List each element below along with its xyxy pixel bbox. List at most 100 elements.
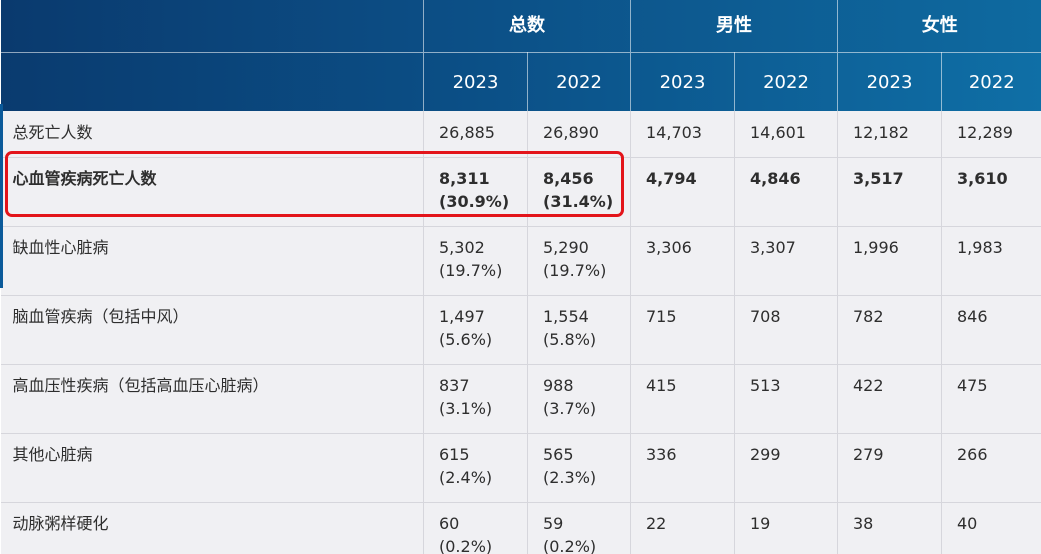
cell-value: 715 xyxy=(646,307,677,326)
data-cell: 615 (2.4%) xyxy=(423,433,528,503)
data-cell: 3,306 xyxy=(630,226,735,296)
cell-value: 415 xyxy=(646,376,677,395)
row-label: 总死亡人数 xyxy=(0,111,424,158)
cell-value: 60 xyxy=(439,514,460,533)
cell-value: 1,996 xyxy=(853,238,899,257)
data-cell: 4,794 xyxy=(630,157,735,227)
data-cell: 266 xyxy=(941,433,1041,503)
cell-value: 3,610 xyxy=(957,169,1008,188)
cell-value: 837 xyxy=(439,376,470,395)
table-row: 缺血性心脏病 5,302 (19.7%) 5,290 (19.7%) 3,306 3,307… xyxy=(0,226,1041,296)
row-label: 动脉粥样硬化 xyxy=(0,502,424,554)
data-cell: 60 (0.2%) xyxy=(423,502,528,554)
cell-percentage: (2.3%) xyxy=(543,468,597,487)
table-row: 动脉粥样硬化 60 (0.2%) 59 (0.2%) 22 19 38 40 xyxy=(0,502,1041,554)
table-row: 高血压性疾病（包括高血压心脏病） 837 (3.1%) 988 (3.7%) 415 513… xyxy=(0,364,1041,434)
cell-value: 846 xyxy=(957,307,988,326)
header-group-row: 总数 男性 女性 xyxy=(0,0,1041,53)
cell-value: 4,846 xyxy=(750,169,801,188)
data-cell: 40 xyxy=(941,502,1041,554)
data-cell: 837 (3.1%) xyxy=(423,364,528,434)
row-label: 其他心脏病 xyxy=(0,433,424,503)
data-cell: 26,890 xyxy=(527,111,631,158)
table-header: 总数 男性 女性 2023 2022 2023 2022 2023 2022 xyxy=(0,0,1041,111)
data-cell: 299 xyxy=(734,433,838,503)
cell-value: 1,554 xyxy=(543,307,589,326)
data-cell: 782 xyxy=(837,295,942,365)
cell-value: 8,456 xyxy=(543,169,594,188)
row-label: 高血压性疾病（包括高血压心脏病） xyxy=(0,364,424,434)
cell-value: 5,302 xyxy=(439,238,485,257)
header-group-female: 女性 xyxy=(837,0,1041,53)
header-year: 2023 xyxy=(837,52,942,111)
data-cell: 14,703 xyxy=(630,111,735,158)
cell-percentage: (5.6%) xyxy=(439,330,493,349)
cell-percentage: (0.2%) xyxy=(439,537,493,554)
data-cell: 422 xyxy=(837,364,942,434)
data-cell: 8,456 (31.4%) xyxy=(527,157,631,227)
cell-value: 708 xyxy=(750,307,781,326)
cell-value: 26,885 xyxy=(439,123,495,142)
cell-value: 5,290 xyxy=(543,238,589,257)
cell-value: 40 xyxy=(957,514,978,533)
header-group-total: 总数 xyxy=(423,0,631,53)
data-cell: 8,311 (30.9%) xyxy=(423,157,528,227)
data-cell: 5,302 (19.7%) xyxy=(423,226,528,296)
cell-value: 782 xyxy=(853,307,884,326)
cell-value: 513 xyxy=(750,376,781,395)
cell-value: 279 xyxy=(853,445,884,464)
header-group-male: 男性 xyxy=(630,0,838,53)
data-cell: 3,610 xyxy=(941,157,1041,227)
cell-percentage: (3.1%) xyxy=(439,399,493,418)
data-cell: 513 xyxy=(734,364,838,434)
cell-percentage: (19.7%) xyxy=(439,261,503,280)
header-year: 2023 xyxy=(423,52,528,111)
header-year: 2022 xyxy=(734,52,838,111)
row-label: 缺血性心脏病 xyxy=(0,226,424,296)
header-year-row: 2023 2022 2023 2022 2023 2022 xyxy=(0,52,1041,111)
cell-value: 12,182 xyxy=(853,123,909,142)
row-label: 心血管疾病死亡人数 xyxy=(0,157,424,227)
cell-value: 14,703 xyxy=(646,123,702,142)
cell-value: 422 xyxy=(853,376,884,395)
cell-value: 8,311 xyxy=(439,169,490,188)
data-cell: 415 xyxy=(630,364,735,434)
left-accent-bar xyxy=(0,104,3,288)
cell-value: 299 xyxy=(750,445,781,464)
data-cell: 5,290 (19.7%) xyxy=(527,226,631,296)
cell-value: 266 xyxy=(957,445,988,464)
data-cell: 59 (0.2%) xyxy=(527,502,631,554)
data-cell: 38 xyxy=(837,502,942,554)
cell-value: 475 xyxy=(957,376,988,395)
cell-value: 988 xyxy=(543,376,574,395)
data-cell: 1,554 (5.8%) xyxy=(527,295,631,365)
cell-percentage: (5.8%) xyxy=(543,330,597,349)
data-cell: 708 xyxy=(734,295,838,365)
data-cell: 279 xyxy=(837,433,942,503)
data-cell: 1,996 xyxy=(837,226,942,296)
table-body: 总死亡人数 26,885 26,890 14,703 14,601 12,182 12,28… xyxy=(0,111,1041,554)
data-cell: 22 xyxy=(630,502,735,554)
cell-value: 38 xyxy=(853,514,874,533)
header-corner-lower xyxy=(0,52,424,111)
cell-value: 336 xyxy=(646,445,677,464)
table-row: 总死亡人数 26,885 26,890 14,703 14,601 12,182 12,28… xyxy=(0,111,1041,158)
cell-value: 19 xyxy=(750,514,771,533)
header-year: 2023 xyxy=(630,52,735,111)
data-cell: 336 xyxy=(630,433,735,503)
table-row: 脑血管疾病（包括中风） 1,497 (5.6%) 1,554 (5.8%) 715 708 7… xyxy=(0,295,1041,365)
cell-percentage: (19.7%) xyxy=(543,261,607,280)
cell-value: 3,306 xyxy=(646,238,692,257)
data-cell: 19 xyxy=(734,502,838,554)
header-corner xyxy=(0,0,424,53)
cell-value: 22 xyxy=(646,514,667,533)
cell-value: 12,289 xyxy=(957,123,1013,142)
cell-value: 3,307 xyxy=(750,238,796,257)
data-cell: 715 xyxy=(630,295,735,365)
data-cell: 12,289 xyxy=(941,111,1041,158)
data-cell: 3,517 xyxy=(837,157,942,227)
cell-percentage: (0.2%) xyxy=(543,537,597,554)
cell-value: 59 xyxy=(543,514,564,533)
table-row: 其他心脏病 615 (2.4%) 565 (2.3%) 336 299 279 266 xyxy=(0,433,1041,503)
table-row-highlighted: 心血管疾病死亡人数 8,311 (30.9%) 8,456 (31.4%) 4,794 4,… xyxy=(0,157,1041,227)
